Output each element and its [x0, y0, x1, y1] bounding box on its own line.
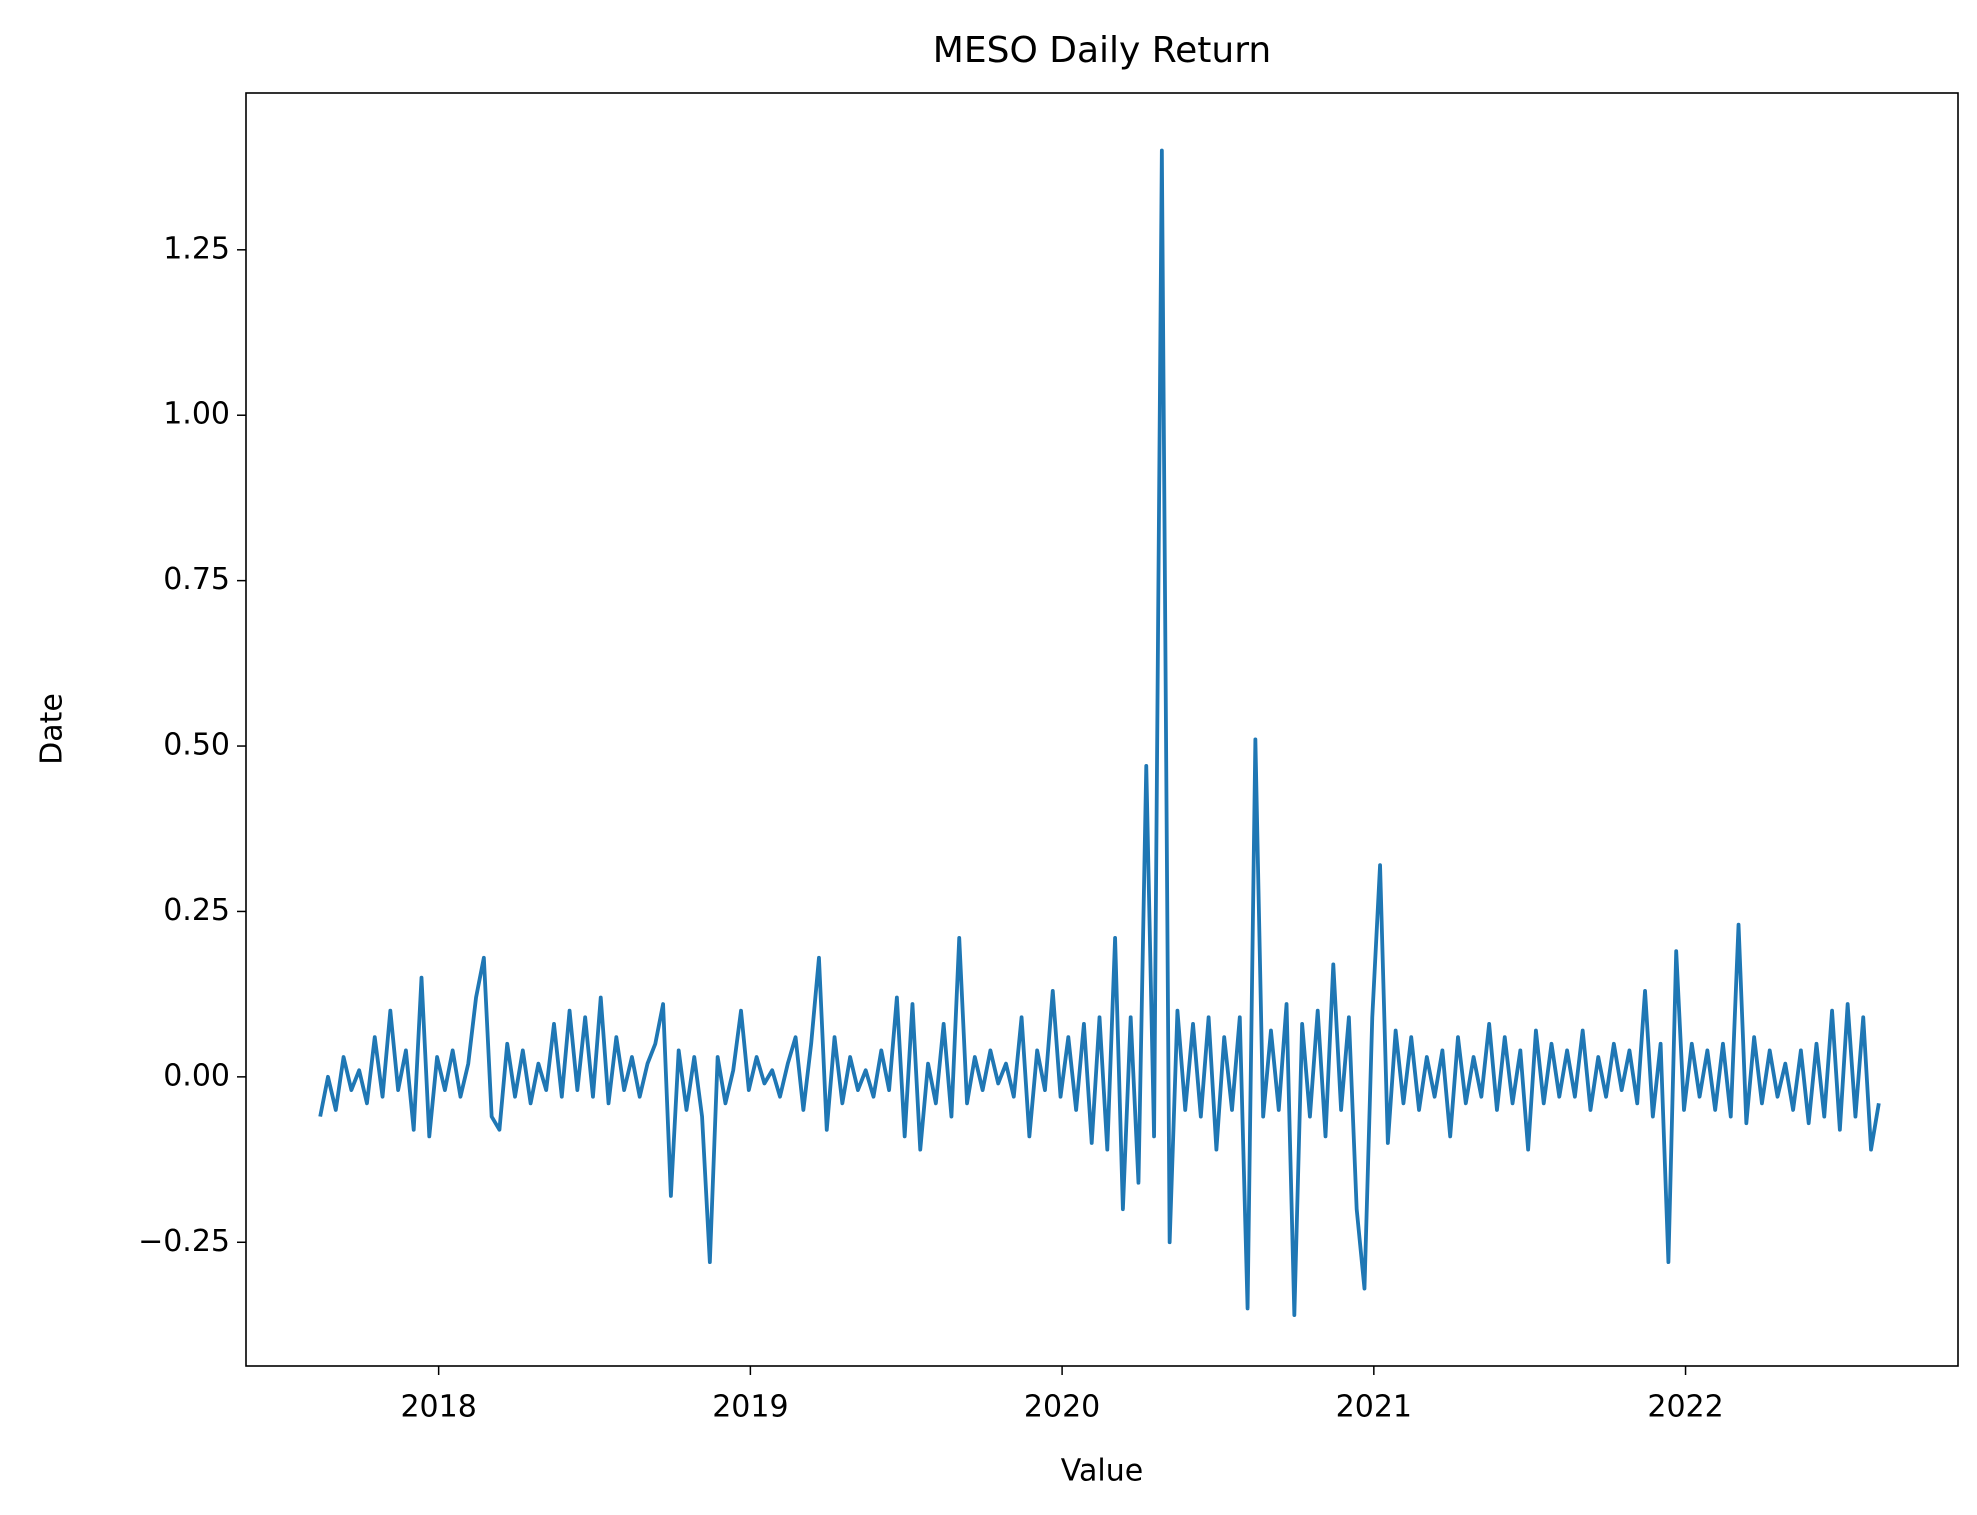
x-tick-label: 2021 — [1336, 1390, 1412, 1425]
x-tick-label: 2020 — [1024, 1390, 1100, 1425]
x-tick-label: 2019 — [712, 1390, 788, 1425]
x-tick-label: 2018 — [400, 1390, 476, 1425]
y-tick-label: 0.25 — [163, 893, 230, 928]
y-axis-label: Date — [35, 693, 70, 765]
data-line — [318, 148, 1881, 1317]
y-tick-label: 0.00 — [163, 1058, 230, 1093]
y-tick-label: 1.25 — [163, 231, 230, 266]
plot-frame — [245, 92, 1959, 1367]
x-tick-label: 2022 — [1647, 1390, 1723, 1425]
y-tick-label: 0.75 — [163, 562, 230, 597]
y-tick-label: 1.00 — [163, 397, 230, 432]
x-axis-label: Value — [1061, 1454, 1143, 1489]
y-tick-label: −0.25 — [138, 1224, 230, 1259]
chart-title: MESO Daily Return — [933, 30, 1271, 71]
y-tick-label: 0.50 — [163, 728, 230, 763]
